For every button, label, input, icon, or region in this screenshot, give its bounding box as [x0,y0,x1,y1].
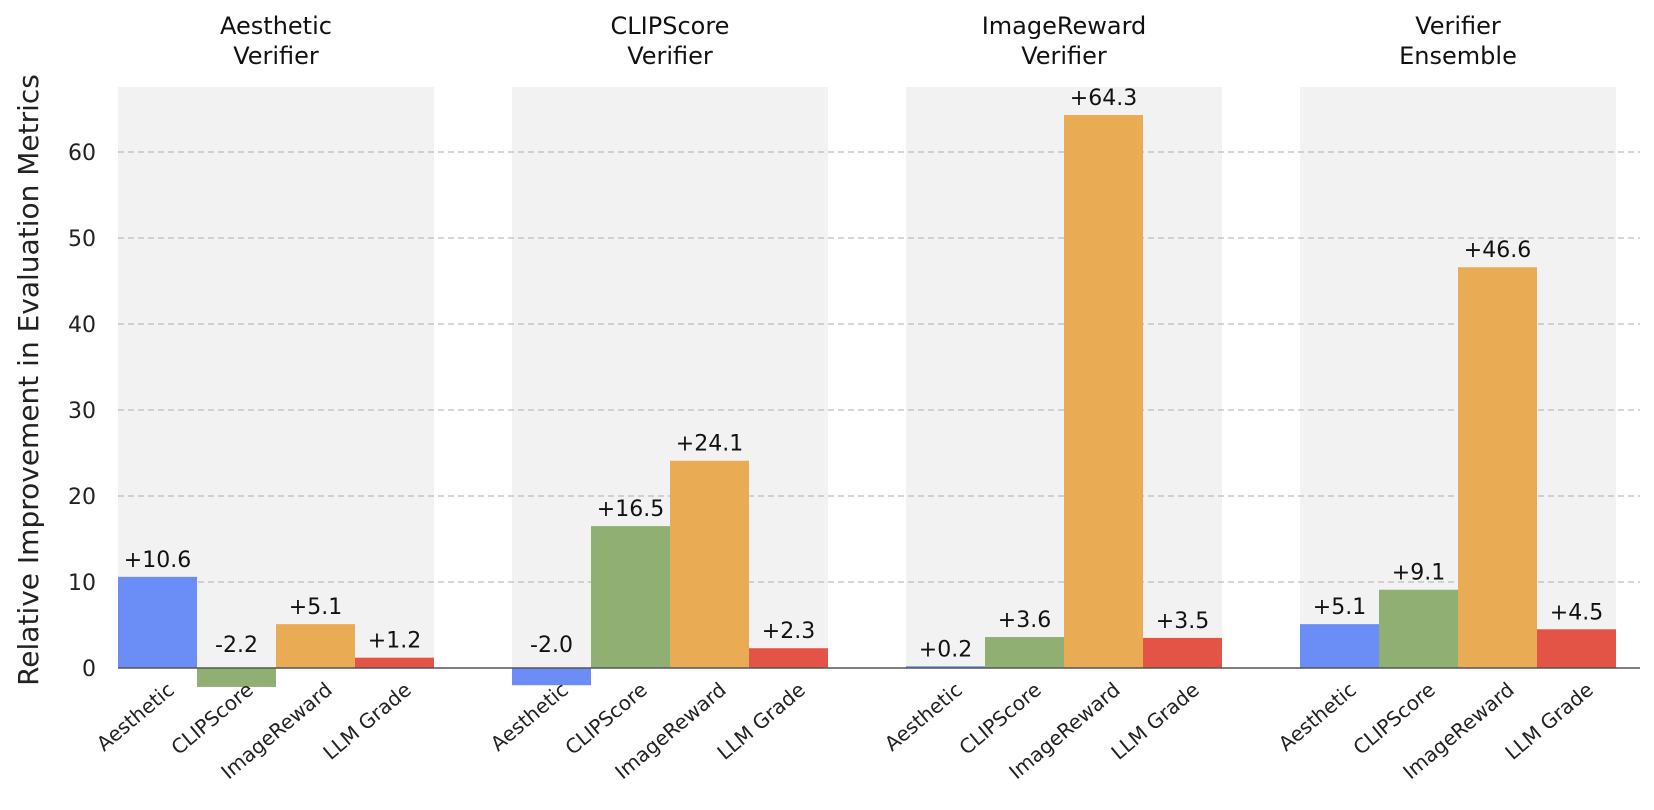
value-label: +0.2 [919,637,972,662]
category-tick-label: LLM Grade [318,677,415,764]
bar [985,637,1064,668]
panel-titles: AestheticVerifierCLIPScoreVerifierImageR… [220,12,1517,70]
value-label: +10.6 [124,548,191,573]
panel-title: Verifier [1415,12,1501,40]
category-tick-label: Aesthetic [880,677,967,755]
panel-title: CLIPScore [611,12,730,40]
bar [276,624,355,668]
bar [1458,267,1537,668]
panel-title: Aesthetic [220,12,332,40]
panel-title: Verifier [233,42,319,70]
y-tick-label: 10 [68,571,96,596]
value-labels: +10.6 -2.2 +5.1 +1.2 -2.0 +16.5 +24.1 +2.3 +0.2 +… [124,86,1603,662]
bar [1064,115,1143,668]
bar [118,576,197,668]
value-label: +46.6 [1464,238,1531,263]
panel-title: Verifier [1021,42,1107,70]
bar [906,666,985,668]
bar [670,460,749,668]
value-label: +5.1 [1313,595,1366,620]
panel-title: ImageReward [982,12,1147,40]
bar [749,648,828,668]
y-tick-label: 60 [68,141,96,166]
category-tick-label: LLM Grade [712,677,809,764]
value-label: +3.6 [998,608,1051,633]
bar [591,526,670,668]
panel-background [118,87,434,668]
value-label: +16.5 [597,497,664,522]
value-label: +1.2 [368,629,421,654]
value-label: +5.1 [289,595,342,620]
panel-title: Ensemble [1399,42,1517,70]
y-axis-label: Relative Improvement in Evaluation Metri… [12,74,45,686]
value-label: +2.3 [762,619,815,644]
value-label: +4.5 [1550,600,1603,625]
value-label: +64.3 [1070,86,1137,111]
value-label: -2.2 [215,633,258,658]
bar [1143,637,1222,668]
panel-title: Verifier [627,42,713,70]
grid-lines [118,151,1640,583]
bars [118,115,1616,687]
category-tick-label: Aesthetic [92,677,179,755]
bar [1537,629,1616,668]
value-label: +24.1 [676,432,743,457]
category-tick-label: LLM Grade [1106,677,1203,764]
panel-backgrounds [118,87,1616,668]
value-label: +3.5 [1156,609,1209,634]
y-tick-label: 0 [82,657,96,682]
bar [197,668,276,687]
bar [355,657,434,668]
y-tick-labels: 0 10 20 30 40 50 60 [68,141,96,682]
y-tick-label: 40 [68,313,96,338]
category-tick-label: LLM Grade [1500,677,1597,764]
y-tick-label: 30 [68,399,96,424]
bar [1300,624,1379,668]
y-tick-label: 20 [68,485,96,510]
value-label: -2.0 [530,633,573,658]
bar [1379,589,1458,668]
category-tick-label: Aesthetic [486,677,573,755]
bar [512,668,591,686]
value-label: +9.1 [1392,561,1445,586]
category-tick-label: Aesthetic [1274,677,1361,755]
y-tick-label: 50 [68,227,96,252]
